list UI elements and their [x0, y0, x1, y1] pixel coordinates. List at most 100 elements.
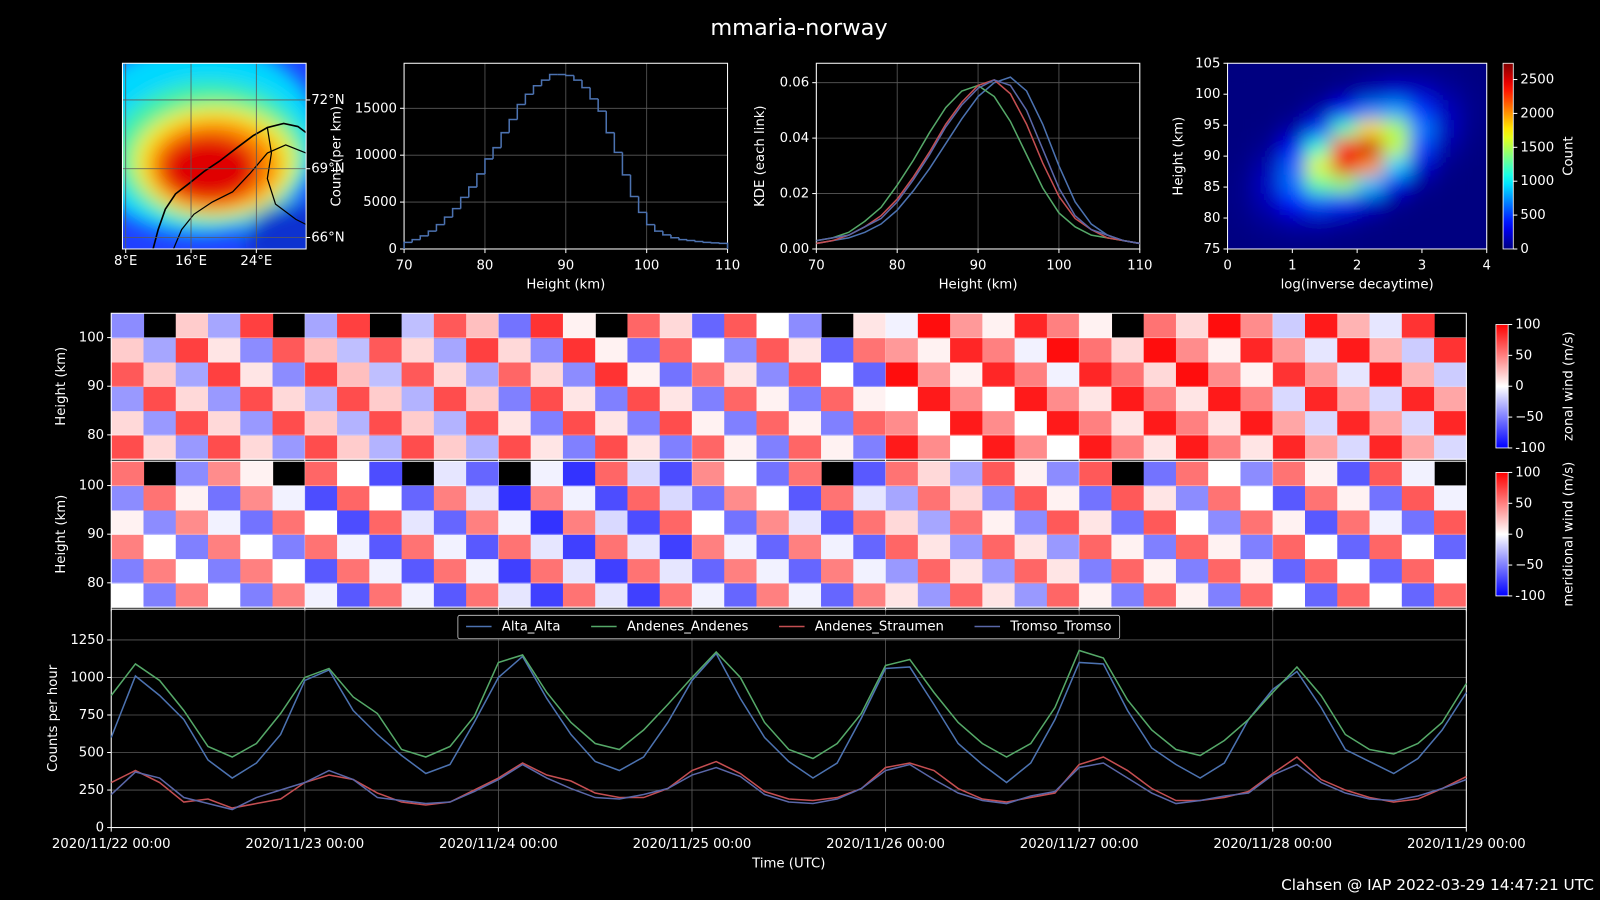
heatmap-cell	[530, 485, 564, 511]
histogram-step	[597, 98, 607, 112]
heatmap-cell	[208, 582, 241, 608]
heatmap-cell	[401, 509, 435, 535]
heatmap-cell	[111, 461, 145, 487]
histogram-step	[516, 103, 526, 120]
heatmap-cell	[1305, 410, 1338, 436]
heatmap-cell	[1305, 81, 1332, 102]
histogram-step	[500, 131, 510, 148]
heatmap-cell	[1401, 337, 1435, 363]
heatmap-cell	[433, 386, 467, 412]
heatmap-cell	[950, 313, 983, 339]
heatmap-cell	[1240, 434, 1274, 460]
heatmap-cell	[304, 386, 338, 412]
histogram-step	[654, 224, 663, 232]
colorbar	[1495, 324, 1509, 449]
heatmap-cell	[175, 461, 209, 487]
heatmap-cell	[1014, 534, 1048, 560]
y-tick-label: 90	[87, 527, 104, 542]
heatmap-cell	[1079, 361, 1113, 387]
heatmap-cell	[466, 509, 500, 535]
heatmap-cell	[724, 361, 758, 387]
colorbar-tick-label: 2500	[1520, 73, 1554, 88]
heatmap-cell	[240, 337, 274, 363]
heatmap-cell	[1434, 386, 1467, 412]
heatmap-cell	[1337, 509, 1371, 535]
heatmap-cell	[853, 485, 887, 511]
heatmap-cell	[1240, 485, 1274, 511]
heatmap-cell	[1208, 509, 1242, 535]
heatmap-cell	[1046, 434, 1080, 460]
heatmap-cell	[466, 485, 500, 511]
heatmap-cell	[724, 485, 758, 511]
heatmap-cell	[1460, 63, 1487, 83]
heatmap-cell	[1253, 137, 1280, 157]
histogram-step	[581, 80, 591, 89]
heatmap-cell	[950, 386, 983, 412]
heatmap-cell	[1337, 534, 1371, 560]
heatmap-cell	[1434, 193, 1462, 213]
heatmap-cell	[1279, 100, 1306, 120]
x-tick-label: 70	[396, 258, 413, 273]
heatmap-cell	[917, 461, 951, 487]
heatmap-cell	[627, 461, 661, 487]
heatmap-cell	[433, 313, 467, 339]
heatmap-cell	[304, 509, 338, 535]
legend: Alta_Alta Andenes_Andenes Andenes_Straumen…	[457, 614, 1121, 640]
heatmap-cell	[530, 434, 564, 460]
heatmap-cell	[1460, 193, 1487, 213]
heatmap-cell	[1337, 558, 1371, 584]
heatmap-cell	[1240, 582, 1274, 608]
heatmap-cell	[369, 558, 403, 584]
heatmap-cell	[885, 386, 919, 412]
y-tick-label: 69°N	[311, 162, 344, 177]
heatmap-cell	[917, 313, 951, 339]
heatmap-cell	[111, 534, 145, 560]
heatmap-cell	[498, 582, 532, 608]
heatmap-cell	[1337, 410, 1371, 436]
heatmap-cell	[1337, 582, 1371, 608]
heatmap-cell	[1369, 337, 1403, 363]
heatmap-cell	[208, 410, 241, 436]
heatmap-cell	[1434, 534, 1467, 560]
heatmap-cell	[466, 337, 500, 363]
heatmap-cell	[982, 410, 1016, 436]
heatmap-cell	[1272, 485, 1306, 511]
x-tick-label: 2020/11/26 00:00	[826, 837, 945, 852]
heatmap-cell	[1046, 313, 1080, 339]
footer: Clahsen @ IAP 2022-03-29 14:47:21 UTC	[1281, 876, 1594, 894]
heatmap-cell	[337, 313, 370, 339]
heatmap-cell	[1383, 193, 1410, 213]
heatmap-cell	[466, 461, 500, 487]
heatmap-cell	[1046, 485, 1080, 511]
heatmap-cell	[143, 410, 177, 436]
heatmap-cell	[1460, 174, 1487, 194]
heatmap-cell	[1143, 509, 1177, 535]
heatmap-cell	[1279, 81, 1306, 102]
heatmap-cell	[530, 558, 564, 584]
y-axis-title: Height (km)	[54, 495, 69, 574]
heatmap-cell	[1460, 211, 1487, 232]
heatmap-cell	[595, 434, 629, 460]
heatmap-cell	[1401, 434, 1435, 460]
heatmap-cell	[917, 558, 951, 584]
y-tick-label: 750	[79, 708, 104, 723]
heatmap-cell	[885, 461, 919, 487]
heatmap-cell	[853, 582, 887, 608]
y-tick-label: 0	[389, 242, 397, 257]
heatmap-cell	[1434, 558, 1467, 584]
heatmap-cell	[498, 337, 532, 363]
heatmap-cell	[788, 410, 822, 436]
heatmap-cell	[1240, 337, 1274, 363]
heatmap-cell	[1014, 313, 1048, 339]
heatmap-cell	[1253, 63, 1280, 83]
heatmap-cell	[530, 461, 564, 487]
heatmap-cell	[562, 534, 596, 560]
heatmap-cell	[691, 509, 725, 535]
heatmap-cell	[304, 582, 338, 608]
line-series	[110, 652, 1467, 784]
heatmap-cell	[1046, 509, 1080, 535]
axes-frame	[121, 62, 307, 250]
heatmap-cell	[1046, 461, 1080, 487]
heatmap-cell	[724, 434, 758, 460]
heatmap-cell	[143, 337, 177, 363]
